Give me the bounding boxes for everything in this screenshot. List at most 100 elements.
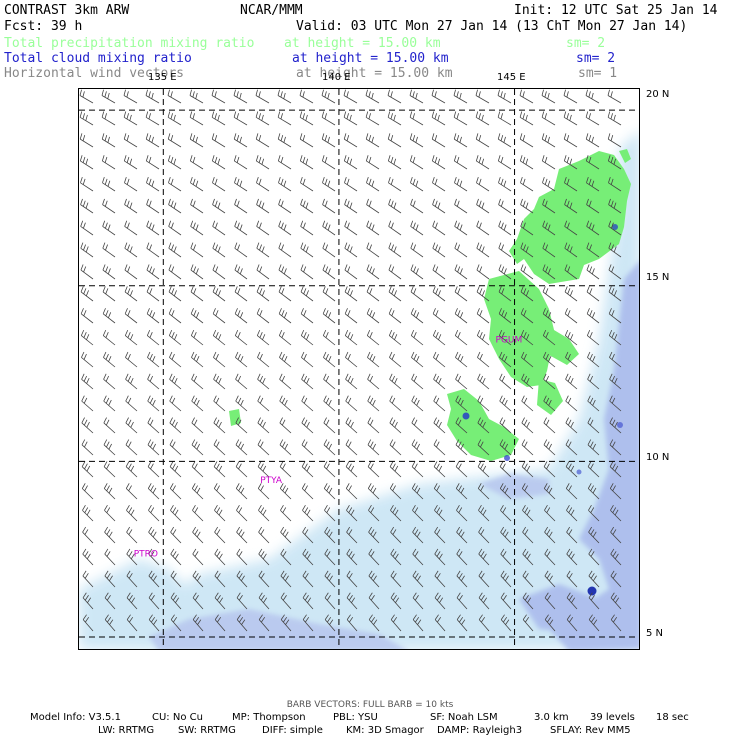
wind-barb	[499, 461, 512, 478]
wind-barb	[102, 176, 116, 192]
wind-barb	[255, 111, 270, 126]
wind-barb	[455, 417, 468, 434]
wind-barb	[522, 614, 534, 632]
wind-barb	[498, 220, 512, 236]
wind-barb	[432, 308, 446, 324]
station-label: PTRO	[134, 550, 158, 560]
wind-barb	[82, 592, 94, 610]
wind-barb	[453, 111, 468, 126]
wind-barb	[280, 526, 292, 544]
model-info-damp: DAMP: Rayleigh3	[437, 725, 523, 736]
wind-barb	[387, 111, 402, 126]
wind-barb	[233, 155, 248, 170]
wind-barb	[101, 111, 116, 126]
wind-barb	[500, 614, 512, 632]
wind-barb	[192, 614, 204, 632]
wind-barb	[302, 592, 314, 610]
wind-barb	[279, 373, 292, 390]
model-info-timestep: 18 sec	[656, 712, 689, 723]
wind-barb	[610, 592, 622, 610]
wind-barb	[390, 570, 402, 588]
wind-barb	[302, 526, 314, 544]
wind-barb	[258, 548, 270, 566]
wind-barb	[346, 504, 358, 522]
wind-barb	[566, 614, 578, 632]
wind-barb	[324, 526, 336, 544]
wind-barb	[343, 155, 358, 170]
wind-barb	[475, 133, 490, 148]
wind-barb	[455, 395, 468, 412]
wind-barb	[477, 417, 490, 434]
wind-barb	[500, 504, 512, 522]
wind-barb	[564, 264, 578, 280]
wind-barb	[520, 198, 534, 214]
wind-barb	[300, 220, 314, 236]
wind-barb	[190, 198, 204, 214]
wind-barb	[300, 286, 314, 302]
wind-barb	[454, 286, 468, 302]
cloud-mid-field	[149, 261, 639, 649]
wind-barb	[476, 220, 490, 236]
wind-barb	[409, 89, 424, 104]
wind-barb	[191, 483, 204, 500]
field-wind-level: at height = 15.00 km	[296, 66, 453, 81]
wind-barb	[147, 351, 160, 368]
wind-barb	[456, 592, 468, 610]
wind-barb	[279, 395, 292, 412]
wind-barb	[146, 242, 160, 258]
wind-barb	[80, 220, 94, 236]
station-label: PTYA	[260, 476, 283, 486]
wind-barb	[211, 155, 226, 170]
wind-barb	[82, 570, 94, 588]
stations: PGUM PTYA PTRO	[134, 335, 523, 559]
wind-barb	[301, 373, 314, 390]
wind-barb	[124, 198, 138, 214]
wind-barb	[170, 526, 182, 544]
wind-barb	[190, 264, 204, 280]
wind-barb	[522, 526, 534, 544]
wind-barb	[168, 242, 182, 258]
wind-barb	[368, 526, 380, 544]
wind-barb	[102, 264, 116, 280]
lat-label-5: 5 N	[646, 628, 664, 639]
wind-barb	[213, 461, 226, 478]
wind-barb	[542, 242, 556, 258]
wind-barb	[168, 176, 182, 192]
wind-barb	[541, 133, 556, 148]
wind-barb	[323, 373, 336, 390]
wind-barb	[191, 351, 204, 368]
wind-barb	[433, 439, 446, 456]
wind-barb	[79, 111, 94, 126]
wind-barb	[169, 439, 182, 456]
wind-barb	[212, 198, 226, 214]
wind-barb	[520, 286, 534, 302]
wind-barb	[344, 264, 358, 280]
lon-label-145: 145 E	[497, 72, 526, 83]
wind-barb	[544, 526, 556, 544]
wind-barb	[212, 308, 226, 324]
wind-barb	[588, 570, 600, 588]
wind-barb	[366, 242, 380, 258]
wind-barb	[170, 570, 182, 588]
wind-barb	[366, 220, 380, 236]
wind-barb	[542, 198, 556, 214]
wind-barb	[588, 526, 600, 544]
wind-barb	[101, 133, 116, 148]
wind-barb	[566, 570, 578, 588]
wind-barb	[257, 483, 270, 500]
wind-barb	[214, 592, 226, 610]
model-title: CONTRAST 3km ARW	[4, 3, 130, 18]
wind-barb	[456, 548, 468, 566]
wind-barb	[321, 111, 336, 126]
wind-barb	[410, 198, 424, 214]
wind-barb	[279, 439, 292, 456]
wind-barb	[104, 570, 116, 588]
barb-note: BARB VECTORS: FULL BARB = 10 kts	[286, 700, 454, 710]
wind-barb	[345, 373, 358, 390]
wind-barb	[321, 155, 336, 170]
wind-barb	[475, 155, 490, 170]
wind-barb	[324, 614, 336, 632]
wind-barb	[102, 198, 116, 214]
wind-barb	[499, 417, 512, 434]
wind-barb	[411, 461, 424, 478]
